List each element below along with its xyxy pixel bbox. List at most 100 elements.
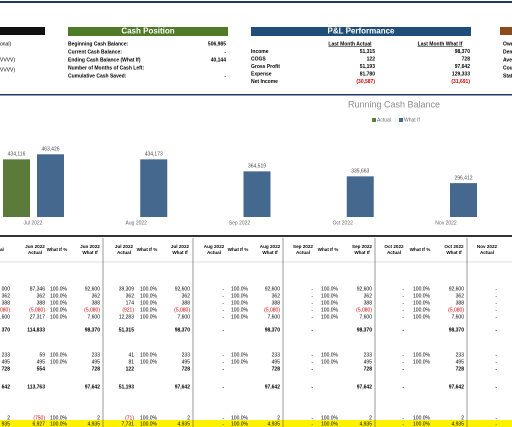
table-cell: 495 — [37, 359, 46, 365]
table-cell: 2 — [187, 415, 190, 421]
table-cell: - — [402, 327, 404, 333]
table-cell: 6,927 — [32, 421, 45, 427]
table-cell: 728 — [456, 366, 465, 372]
table-cell: 100.0% — [413, 300, 431, 306]
table-cell: - — [495, 366, 497, 372]
table-cell: 97,642 — [449, 384, 465, 390]
table-cell: (5,080) — [356, 307, 372, 313]
table-cell: 100.0% — [413, 314, 431, 320]
table-cell: 81 — [128, 359, 134, 365]
table-cell: 92,600 — [449, 286, 465, 292]
pl-label: Net Income — [251, 79, 278, 85]
table-cell: 388 — [37, 300, 46, 306]
table-cell: 41 — [128, 352, 134, 358]
table-cell: 174 — [126, 300, 135, 306]
table-cell: 362 — [37, 293, 46, 299]
table-cell: 100.0% — [413, 307, 431, 313]
table-cell: 233 — [92, 352, 101, 358]
table-cell: - — [402, 293, 404, 299]
table-cell: (5,080) — [0, 307, 10, 313]
table-cell: (5,080) — [29, 307, 45, 313]
table-cell: 27,317 — [30, 314, 46, 320]
table-cell: 100.0% — [321, 415, 339, 421]
table-cell: 100.0% — [413, 352, 431, 358]
table-cell: 100.0% — [140, 307, 158, 313]
value-label: 335,663 — [351, 169, 369, 175]
cash-value: 506,985 — [208, 41, 226, 47]
column-header: Oct 2022 — [384, 244, 404, 249]
table-cell: 100.0% — [50, 421, 68, 427]
table-cell: - — [222, 314, 224, 320]
table-cell: 100.0% — [50, 415, 68, 421]
table-cell: (921) — [122, 307, 134, 313]
table-cell: 233 — [182, 352, 191, 358]
table-cell: 100.0% — [140, 359, 158, 365]
pl-value: 98,370 — [455, 49, 471, 55]
table-cell: 728 — [182, 366, 191, 372]
value-label: 434,116 — [8, 152, 26, 158]
table-cell: 97,642 — [175, 384, 191, 390]
table-cell: - — [222, 366, 224, 372]
table-cell: 2 — [369, 415, 372, 421]
column-header: Actual — [207, 250, 221, 255]
table-cell: - — [222, 352, 224, 358]
left-header — [0, 27, 45, 35]
column-header: Sep 2022 — [352, 244, 372, 249]
cash-value: - — [224, 73, 226, 79]
table-cell: 114,833 — [27, 327, 45, 333]
table-cell: 92,600 — [357, 286, 373, 292]
cash-value: - — [224, 49, 226, 55]
table-cell: 100.0% — [231, 352, 249, 358]
table-cell: - — [495, 415, 497, 421]
table-cell: 100.0% — [321, 307, 339, 313]
table-cell: 7,600 — [359, 314, 372, 320]
bar — [140, 159, 168, 217]
table-cell: - — [222, 384, 224, 390]
column-header: What If % — [137, 247, 158, 252]
table-cell: - — [402, 300, 404, 306]
column-header: What If % — [318, 247, 339, 252]
left-line: VVVV) — [0, 57, 15, 63]
column-header: Jun 2022 — [80, 244, 100, 249]
value-label: 434,173 — [145, 152, 163, 158]
table-cell: 100.0% — [50, 293, 68, 299]
table-cell: (71) — [125, 415, 134, 421]
table-cell: - — [311, 421, 313, 427]
table-cell: 100.0% — [321, 293, 339, 299]
table-cell: 100.0% — [321, 314, 339, 320]
column-header: Actual — [28, 250, 42, 255]
table-cell: 7,731 — [121, 421, 134, 427]
table-cell: 2 — [7, 415, 10, 421]
pl-value: 97,642 — [455, 64, 471, 70]
table-cell: - — [495, 359, 497, 365]
table-cell: 642 — [2, 384, 11, 390]
x-tick-label: Jul 2022 — [24, 220, 43, 226]
table-cell: 495 — [364, 359, 373, 365]
pl-value: 51,315 — [360, 49, 376, 55]
table-cell: - — [222, 293, 224, 299]
table-cell: 100.0% — [50, 286, 68, 292]
table-cell: 113,763 — [27, 384, 45, 390]
table-cell: 388 — [364, 300, 373, 306]
table-cell: 370 — [2, 327, 11, 333]
table-cell: 233 — [2, 352, 11, 358]
table-cell: - — [222, 421, 224, 427]
legend-swatch — [399, 118, 403, 122]
table-cell: - — [495, 307, 497, 313]
value-label: 296,412 — [454, 175, 472, 181]
table-cell: 98,370 — [265, 327, 281, 333]
cash-value: 40,144 — [211, 57, 227, 63]
table-cell: 100.0% — [231, 415, 249, 421]
pl-title: P&L Performance — [328, 27, 396, 36]
column-header: What If — [172, 250, 188, 255]
legend-label: What If — [404, 117, 420, 123]
pl-header — [251, 27, 471, 36]
table-cell: - — [495, 300, 497, 306]
table-cell: - — [222, 327, 224, 333]
column-header: Jun 2022 — [25, 244, 45, 249]
table-cell: - — [311, 286, 313, 292]
table-cell: 2 — [97, 415, 100, 421]
table-cell: 728 — [364, 366, 373, 372]
table-cell: 388 — [456, 300, 465, 306]
